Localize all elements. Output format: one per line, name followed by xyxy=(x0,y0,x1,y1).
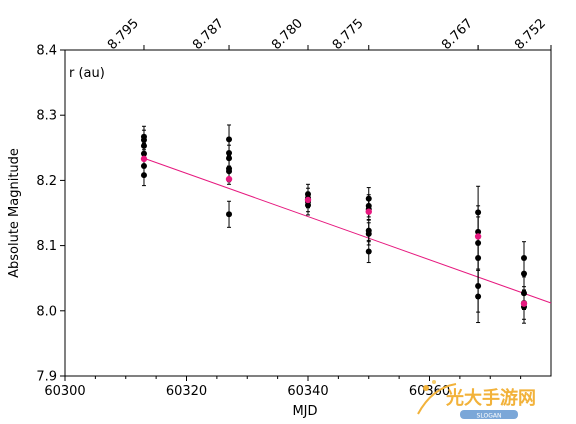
chart-marks xyxy=(140,124,552,324)
chart-axes: 60300 60320 60340 60360 7.9 8.0 8.1 8.2 8.3 8.4 8.… xyxy=(36,16,552,399)
watermark-sparkle-icon xyxy=(432,380,436,384)
panel-label: r (au) xyxy=(69,66,105,81)
top-tick-label: 8.780 xyxy=(269,16,306,53)
y-tick-label: 8.2 xyxy=(36,174,57,189)
observation-point xyxy=(226,211,233,218)
x-tick-label: 60320 xyxy=(166,384,207,399)
watermark-logo: 光大手游网 SLOGAN xyxy=(417,380,536,420)
top-tick-label: 8.795 xyxy=(105,16,142,53)
observation-point xyxy=(365,230,372,237)
mean-point xyxy=(365,208,372,215)
top-tick-label: 8.752 xyxy=(512,16,549,53)
observation-point xyxy=(226,168,233,175)
observation-point xyxy=(305,202,311,209)
fit-line xyxy=(143,157,552,304)
y-tick-label: 8.4 xyxy=(36,44,57,59)
mean-point xyxy=(520,300,528,307)
mean-point xyxy=(304,196,312,204)
observation-point xyxy=(140,172,147,179)
y-axis-title: Absolute Magnitude xyxy=(7,148,22,278)
x-axis-title: MJD xyxy=(292,404,317,419)
watermark-slogan-pill xyxy=(460,410,518,419)
mean-point xyxy=(474,233,482,240)
observation-point xyxy=(226,136,233,143)
watermark-sparkle-icon xyxy=(423,385,429,391)
y-tick-label: 7.9 xyxy=(36,370,57,385)
watermark-swoosh-icon xyxy=(417,383,457,415)
x-tick-label: 60360 xyxy=(409,384,450,399)
top-tick-label: 8.787 xyxy=(190,16,227,53)
y-tick-label: 8.0 xyxy=(36,304,57,319)
observation-point xyxy=(521,270,527,277)
observation-point xyxy=(365,248,372,255)
observation-point xyxy=(475,293,482,300)
mean-point xyxy=(225,175,233,183)
x-tick-label: 60340 xyxy=(287,384,328,399)
top-tick-label: 8.775 xyxy=(330,16,367,53)
mean-point xyxy=(140,155,148,163)
top-tick-label: 8.767 xyxy=(439,16,476,53)
watermark-slogan: SLOGAN xyxy=(477,413,502,420)
y-tick-label: 8.3 xyxy=(36,109,57,124)
watermark-text: 光大手游网 xyxy=(445,387,536,409)
y-tick-label: 8.1 xyxy=(36,239,57,254)
x-tick-label: 60300 xyxy=(44,384,85,399)
